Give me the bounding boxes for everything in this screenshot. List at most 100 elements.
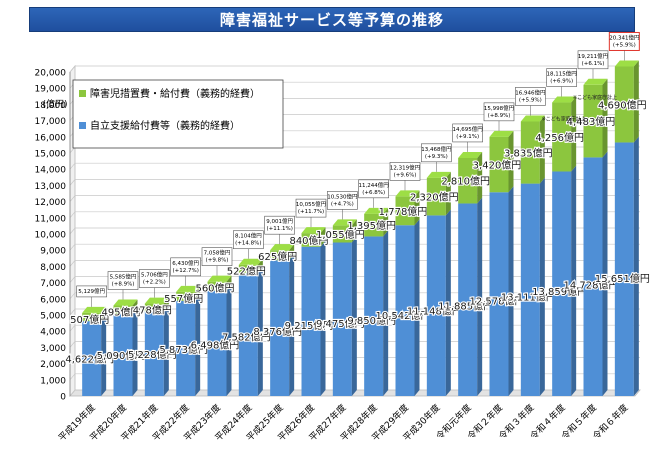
- unit-label: (億円): [42, 98, 67, 110]
- y-tick-label: 8,000: [40, 263, 66, 273]
- data-label-top: 4,690億円: [598, 98, 647, 111]
- data-label-top: 2,320億円: [410, 191, 459, 204]
- total-label: (+6.8%): [362, 190, 385, 196]
- bar-cap: [520, 115, 545, 122]
- legend-label-top: 障害児措置費・給付費（義務的経費）: [90, 87, 260, 100]
- data-label-top: 4,256億円: [535, 131, 584, 144]
- title-bar: 障害福祉サービス等予算の推移: [29, 7, 635, 32]
- data-label-top: 2,810億円: [441, 175, 490, 188]
- gridline: [69, 276, 640, 283]
- bar-segment-top: [614, 66, 634, 143]
- bar-side-top: [602, 78, 608, 158]
- data-label-bottom: 10,542億円: [376, 309, 431, 322]
- total-label: 6,430億円: [172, 259, 199, 267]
- bar-cap: [238, 258, 263, 265]
- bar-segment-bottom: [426, 215, 446, 396]
- y-tick-label: 15,000: [35, 150, 67, 160]
- total-label: (+8.9%): [112, 282, 135, 288]
- legend-box: [72, 79, 284, 149]
- bar-segment-bottom: [270, 260, 290, 396]
- data-label-bottom: 9,215億円: [285, 319, 334, 332]
- bar-cap: [614, 60, 639, 67]
- bar-side-bottom: [163, 305, 169, 396]
- total-label: (+5.9%): [519, 97, 542, 103]
- data-label-top: 478億円: [133, 304, 172, 317]
- total-label: 14,695億円: [453, 125, 484, 133]
- bar-cap: [332, 219, 357, 226]
- y-tick-label: 5,000: [40, 312, 66, 322]
- bar-side-top: [289, 244, 295, 261]
- bar-segment-bottom: [238, 273, 258, 396]
- data-label-top: 3,835億円: [504, 147, 553, 160]
- gridline: [69, 292, 640, 300]
- data-label-bottom: 8,376億円: [253, 325, 302, 338]
- total-label: (+8.9%): [488, 113, 511, 119]
- bar-side-top: [226, 275, 232, 291]
- bar-cap: [176, 285, 201, 292]
- data-label-top: 840億円: [289, 234, 328, 247]
- y-tick-label: 2,000: [40, 360, 66, 370]
- total-label: (+11.1%): [266, 226, 292, 232]
- bar-segment-top: [238, 264, 258, 274]
- data-label-top: 495億円: [101, 306, 140, 319]
- total-label: 18,115億円: [547, 70, 578, 78]
- gridline: [69, 308, 640, 316]
- data-label-bottom: 4,622億円: [65, 352, 114, 365]
- bar-side-bottom: [508, 186, 514, 396]
- note-label: ※こども家庭庁計上: [573, 94, 617, 101]
- bar-side-bottom: [477, 197, 483, 396]
- bar-side-top: [445, 171, 451, 216]
- gridline: [69, 211, 640, 219]
- bar-segment-bottom: [144, 311, 164, 396]
- data-label-bottom: 12,578億円: [470, 294, 525, 307]
- bar-segment-top: [207, 281, 227, 291]
- bar-segment-bottom: [364, 236, 384, 396]
- bar-segment-top: [270, 250, 290, 261]
- bar-segment-bottom: [489, 192, 509, 396]
- bar-segment-top: [82, 312, 102, 322]
- bar-segment-bottom: [458, 203, 478, 396]
- y-tick-label: 6,000: [40, 295, 66, 305]
- y-tick-label: 10,000: [35, 231, 67, 241]
- y-tick-label: 14,000: [35, 166, 67, 176]
- total-label: (+9.3%): [425, 154, 448, 160]
- gridline: [69, 243, 640, 251]
- bar-segment-top: [144, 303, 164, 312]
- bar-segment-top: [520, 121, 540, 184]
- data-label-top: 625億円: [258, 250, 297, 263]
- data-label-bottom: 5,873億円: [159, 343, 208, 356]
- y-tick-label: 1,000: [40, 376, 66, 386]
- bar-side-bottom: [320, 240, 326, 396]
- bar-segment-bottom: [113, 313, 133, 396]
- total-label: (+6.1%): [582, 61, 605, 67]
- total-label: (+9.6%): [394, 172, 417, 178]
- bar-side-top: [351, 219, 357, 243]
- y-tick-label: 11,000: [35, 214, 67, 224]
- y-tick-label: 17,000: [35, 117, 67, 127]
- total-label: 5,706億円: [141, 271, 168, 279]
- data-label-bottom: 11,148億円: [407, 305, 462, 318]
- gridline: [69, 324, 640, 332]
- gridline: [69, 227, 640, 235]
- total-label: 20,341億円: [609, 33, 640, 41]
- total-label: 11,244億円: [359, 181, 390, 189]
- bar-segment-bottom: [332, 242, 352, 396]
- bar-side-top: [633, 60, 639, 143]
- bar-segment-top: [176, 291, 196, 301]
- legend-swatch-bottom: [79, 122, 86, 129]
- gridline: [69, 179, 640, 186]
- total-label: 7,058億円: [204, 249, 231, 257]
- total-label: (+9.8%): [206, 258, 229, 264]
- y-tick-label: 16,000: [35, 133, 67, 143]
- bar-side-bottom: [132, 307, 138, 396]
- bar-segment-top: [301, 233, 321, 247]
- data-label-top: 557億円: [164, 292, 203, 305]
- gridline: [69, 195, 640, 202]
- gridline: [69, 357, 640, 364]
- data-label-top: 560億円: [195, 282, 234, 295]
- bar-cap: [144, 297, 169, 304]
- bar-side-bottom: [226, 284, 232, 396]
- total-label: 10,055億円: [296, 200, 327, 208]
- bar-side-top: [508, 130, 514, 193]
- data-label-bottom: 5,228億円: [128, 348, 177, 361]
